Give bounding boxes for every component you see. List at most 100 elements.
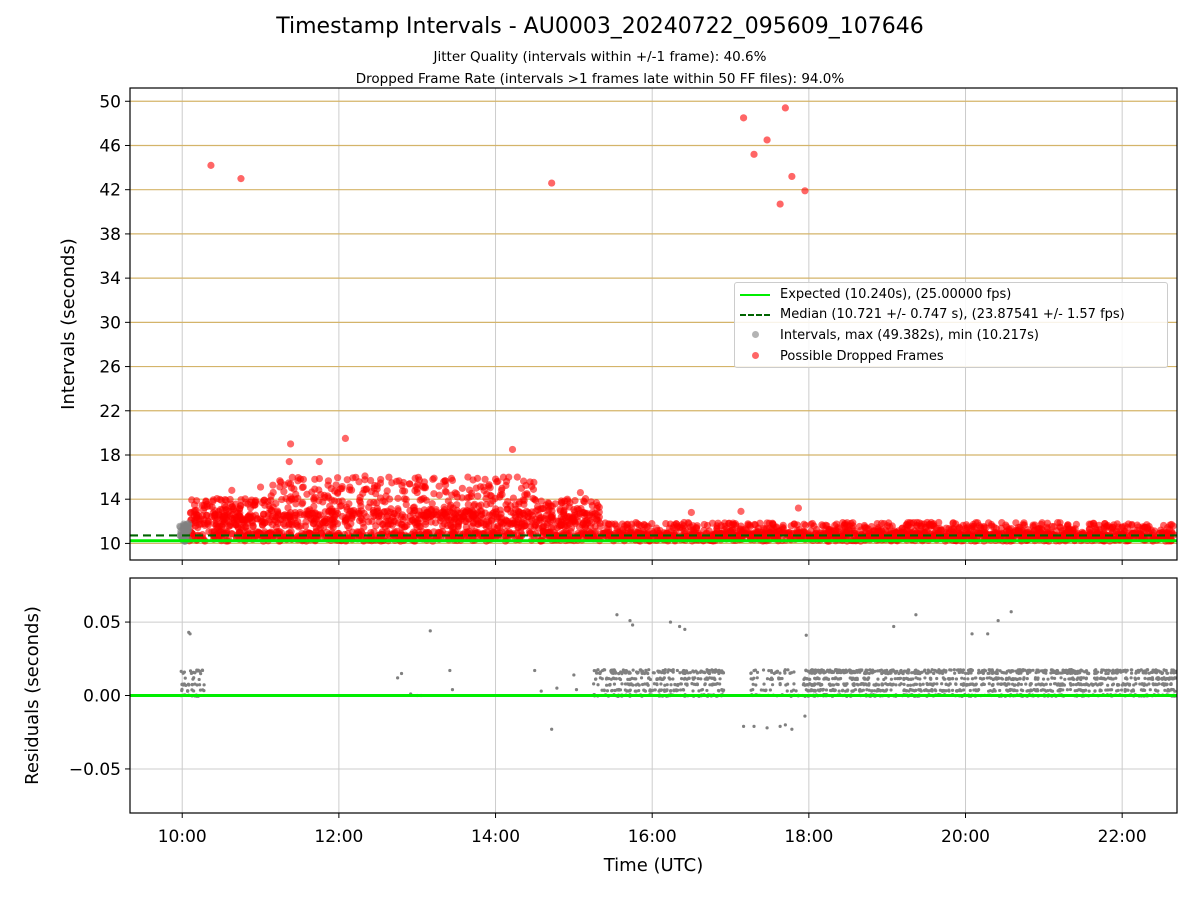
dropped-frame-point <box>540 522 548 530</box>
dropped-frame-point <box>190 512 198 520</box>
residual-point <box>1123 683 1127 687</box>
dropped-frame-point <box>1085 525 1093 533</box>
residual-point <box>1008 688 1012 693</box>
residual-point <box>631 623 635 627</box>
residual-point <box>188 632 192 636</box>
residual-point <box>620 682 624 686</box>
residual-point <box>778 671 782 675</box>
residual-point <box>837 668 842 672</box>
dropped-frame-point <box>282 494 290 503</box>
top-plot-frame <box>129 87 1178 561</box>
dropped-frame-point <box>364 518 373 526</box>
residual-point <box>944 689 948 693</box>
residual-point <box>1104 669 1108 673</box>
residual-point <box>1053 682 1058 686</box>
residual-point <box>1084 677 1088 681</box>
dropped-frame-point <box>355 478 363 486</box>
residual-point <box>702 670 706 674</box>
residual-point <box>188 669 193 673</box>
residual-point <box>1035 668 1039 672</box>
dropped-frame-point <box>700 520 708 529</box>
residual-point <box>1060 682 1064 686</box>
residual-point <box>1102 677 1106 681</box>
dropped-frame-point <box>418 482 426 490</box>
residual-point <box>1068 669 1072 673</box>
residual-point <box>647 676 651 680</box>
dropped-frame-point <box>547 502 555 510</box>
dropped-frame-point <box>268 521 277 529</box>
residual-point <box>816 668 820 672</box>
residual-point <box>1123 687 1127 692</box>
dropped-frame-point <box>751 521 759 529</box>
y-tick-label: 10 <box>99 534 121 554</box>
dropped-frame-point <box>402 495 410 503</box>
residual-point <box>876 677 880 681</box>
y-tick-label: 46 <box>99 136 121 156</box>
dropped-frame-point <box>1139 525 1147 533</box>
dropped-frame-point <box>360 523 368 531</box>
residual-point <box>1025 677 1029 681</box>
residual-point <box>1082 688 1086 693</box>
y-tick-label: 38 <box>99 225 121 245</box>
residual-point <box>672 689 676 693</box>
dropped-frame-point <box>244 512 252 521</box>
residual-point <box>1163 682 1167 686</box>
dropped-frame-point <box>218 506 226 514</box>
dropped-frame-point <box>385 473 393 481</box>
residual-point <box>574 688 579 692</box>
residual-point <box>624 669 629 673</box>
dropped-frame-point <box>216 495 224 503</box>
y-tick-label: 22 <box>99 402 121 422</box>
dropped-frame-point <box>343 506 351 514</box>
residual-point <box>679 677 684 681</box>
residual-point <box>897 676 902 681</box>
residual-point <box>872 689 877 693</box>
dropped-frame-point <box>479 514 487 522</box>
residual-point <box>953 671 957 675</box>
residual-point <box>908 683 913 687</box>
residual-point <box>652 682 657 686</box>
dropped-frame-point <box>465 527 473 535</box>
residual-point <box>1108 688 1112 692</box>
y-tick-label: 18 <box>99 446 121 466</box>
dropped-frame-point <box>302 533 310 541</box>
x-tick-label: 22:00 <box>1098 827 1147 847</box>
residual-point <box>630 676 634 680</box>
residual-point <box>1036 676 1040 680</box>
residual-point <box>844 683 848 687</box>
dropped-frame-point <box>413 488 421 497</box>
residual-point <box>1099 676 1103 680</box>
residual-point <box>804 668 808 672</box>
residual-point <box>1044 668 1048 673</box>
residual-point <box>994 676 998 680</box>
residual-point <box>642 688 646 693</box>
residual-point <box>801 683 805 687</box>
dropped-frame-point <box>488 516 496 524</box>
residual-point <box>813 682 817 686</box>
dropped-frame-point <box>737 522 745 530</box>
residual-point <box>981 682 985 686</box>
residual-point <box>1140 688 1144 692</box>
dropped-frame-point <box>557 517 565 525</box>
residual-point <box>1114 676 1118 680</box>
dropped-frame-point <box>587 498 595 506</box>
residual-point <box>987 682 991 686</box>
dropped-frame-point <box>315 486 323 494</box>
residual-point <box>892 624 896 629</box>
residual-point <box>1169 682 1173 686</box>
residual-point <box>195 683 199 687</box>
residual-point <box>721 688 725 692</box>
residual-point <box>960 676 964 680</box>
dropped-frame-point <box>531 495 539 504</box>
dropped-frame-point <box>578 529 586 538</box>
residual-point <box>198 683 202 687</box>
residual-point <box>1110 671 1115 675</box>
dropped-frame-point <box>930 520 938 528</box>
residual-point <box>767 669 771 673</box>
residual-point <box>1028 669 1033 673</box>
residual-point <box>718 677 722 681</box>
residual-point <box>988 688 992 693</box>
residual-point <box>694 669 698 673</box>
residual-point <box>665 683 669 687</box>
residual-point <box>1058 687 1062 692</box>
